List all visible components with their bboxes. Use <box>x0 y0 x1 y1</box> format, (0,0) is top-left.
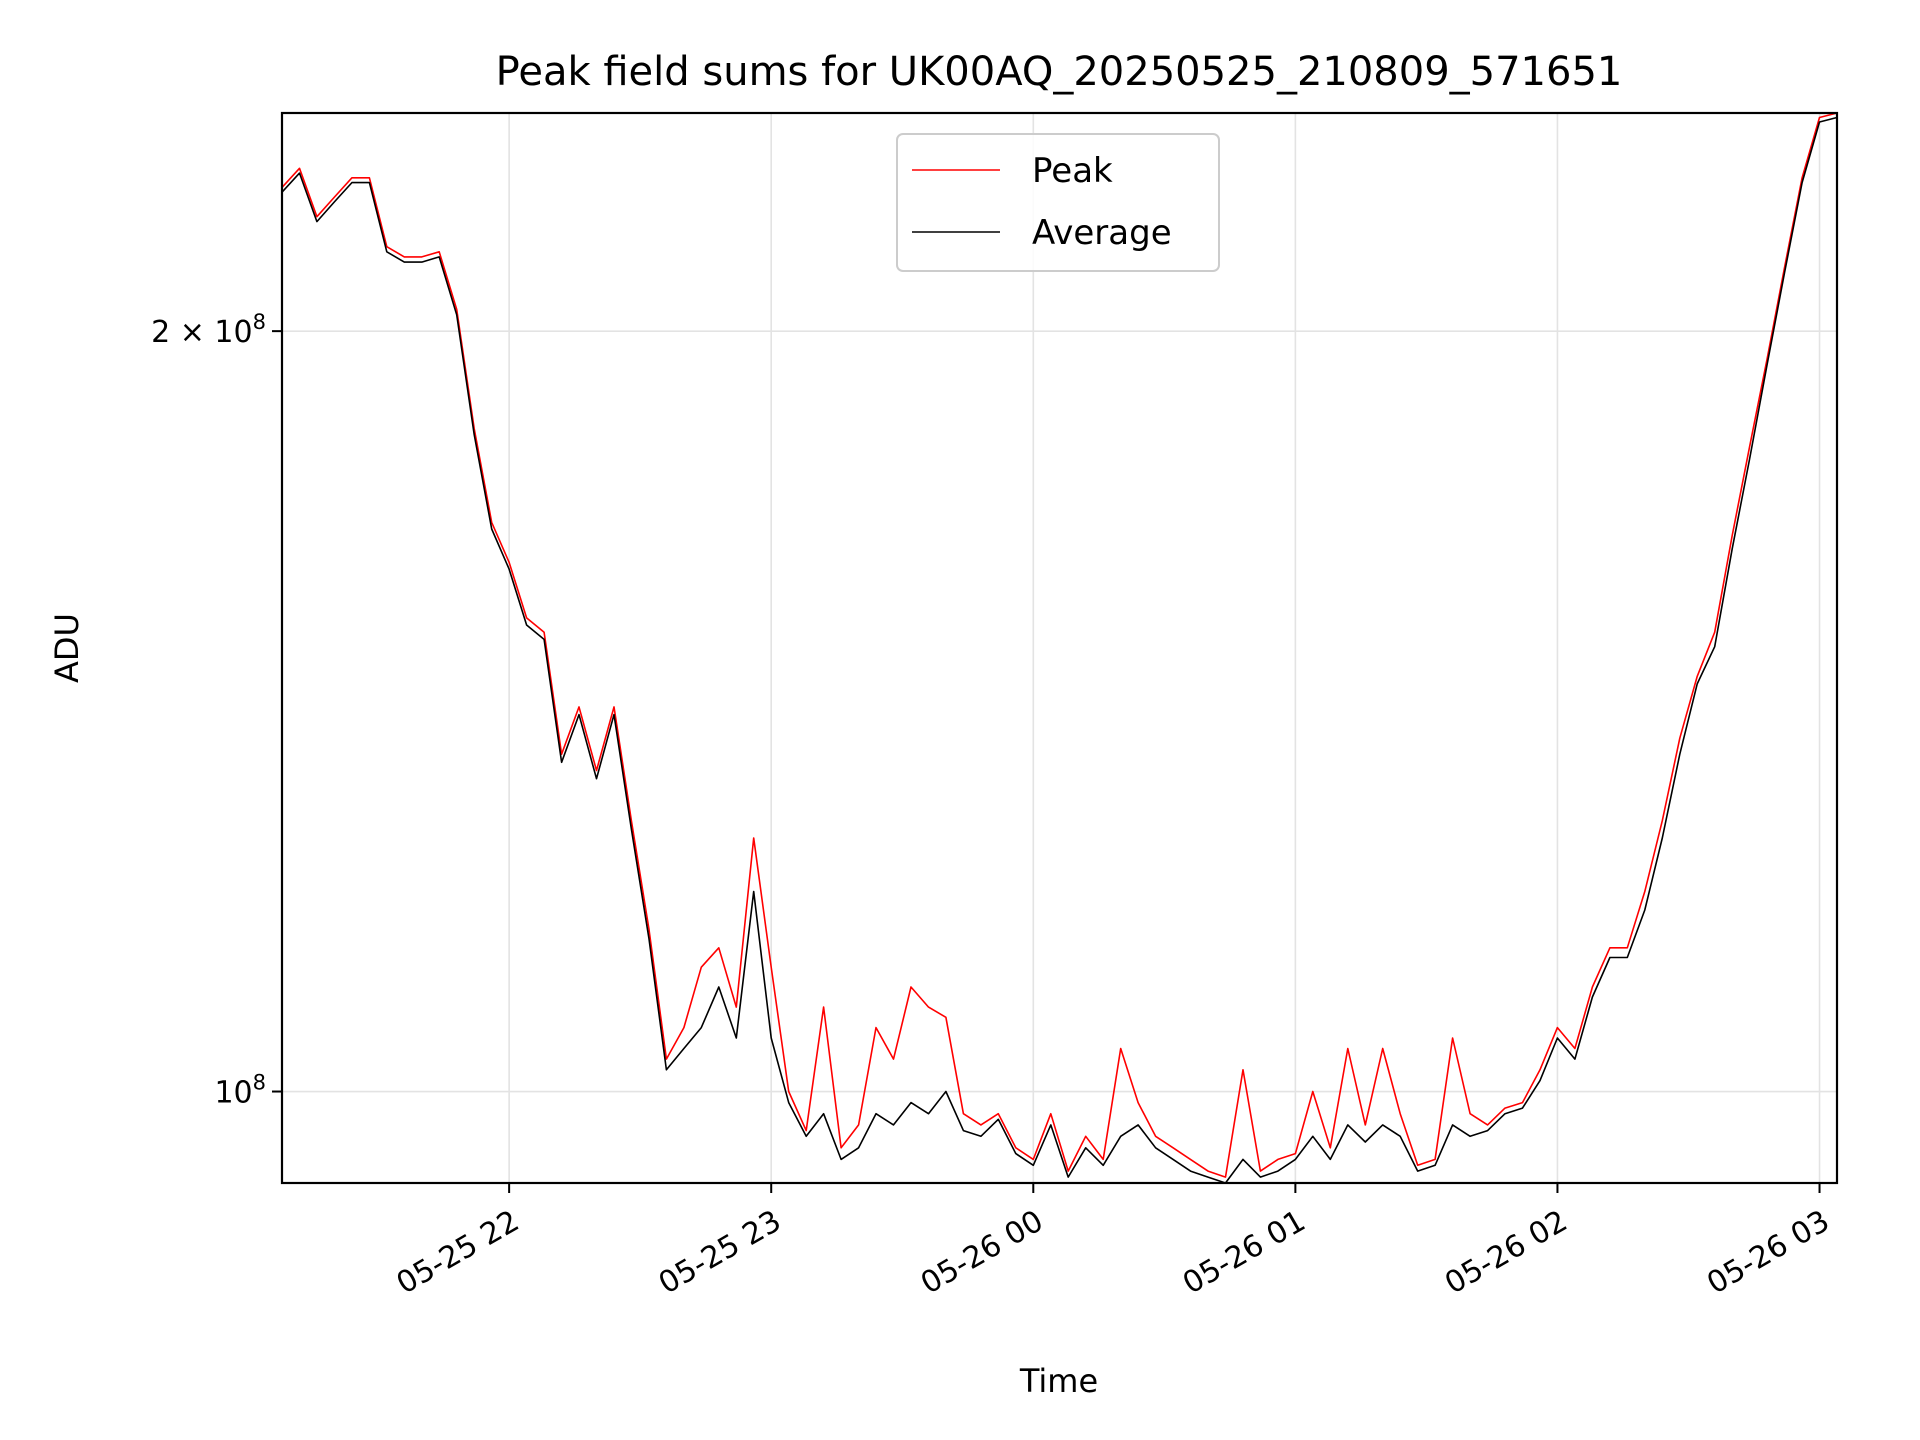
legend-label-peak: Peak <box>1032 151 1113 191</box>
y-axis-ticks: 108 2 × 108 <box>151 310 282 1111</box>
y-tick-label: 108 <box>214 1071 266 1111</box>
plot-area-frame <box>280 111 1839 1185</box>
legend-box <box>896 133 1220 272</box>
y-axis-title: ADU <box>48 613 86 683</box>
series-line-peak <box>281 112 1838 1178</box>
grid-lines <box>282 113 1837 1183</box>
series-line-average <box>281 116 1838 1184</box>
chart-title: Peak field sums for UK00AQ_20250525_2108… <box>496 49 1623 95</box>
legend-label-average: Average <box>1032 213 1172 253</box>
y-tick-label: 2 × 108 <box>151 310 266 350</box>
x-axis-title: Time <box>1019 1362 1098 1400</box>
legend: Peak Average <box>896 133 1220 272</box>
series-lines <box>281 112 1838 1184</box>
